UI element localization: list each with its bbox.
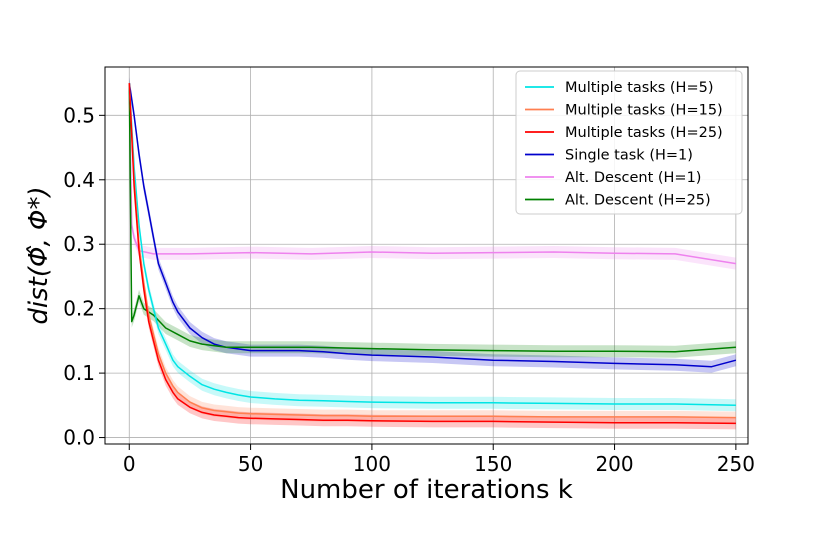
legend-label: Alt. Descent (H=25) — [565, 193, 711, 209]
series-line — [128, 83, 736, 353]
x-tick-label: 200 — [595, 452, 633, 476]
x-tick-label: 100 — [353, 452, 391, 476]
y-axis-label: dist(Φ̂, Φ*) — [24, 186, 54, 324]
y-tick-label: 0.3 — [63, 232, 95, 256]
x-tick-label: 250 — [717, 452, 755, 476]
series-lines — [128, 82, 737, 425]
legend-label: Single task (H=1) — [565, 148, 693, 164]
legend-label: Multiple tasks (H=15) — [565, 103, 723, 119]
series-band — [129, 77, 736, 270]
plot-frame — [104, 66, 749, 445]
series-band — [129, 77, 736, 412]
series-line — [128, 83, 736, 419]
y-tick-label: 0.2 — [63, 297, 95, 321]
legend-label: Multiple tasks (H=25) — [565, 125, 723, 141]
legend: Multiple tasks (H=5) Multiple tasks (H=15… — [515, 70, 743, 215]
series-line — [128, 83, 736, 425]
legend-label: Alt. Descent (H=1) — [565, 170, 701, 186]
x-tick-label: 150 — [474, 452, 512, 476]
y-tick-label: 0.5 — [63, 103, 95, 127]
series-line — [128, 83, 736, 407]
y-tick-label: 0.4 — [63, 168, 95, 192]
legend-label: Multiple tasks (H=5) — [565, 80, 713, 96]
y-tick-label: 0.1 — [63, 361, 95, 385]
axis-ticks: 0 50 100 150 200 250 0.0 0.1 0.2 0.3 0.4 0.5 — [63, 103, 755, 476]
y-tick-label: 0.0 — [63, 426, 95, 450]
x-tick-label: 0 — [123, 452, 136, 476]
legend-box — [515, 70, 743, 215]
series-line — [128, 83, 737, 265]
x-axis-label: Number of iterations k — [280, 475, 573, 505]
x-tick-label: 50 — [238, 452, 263, 476]
series-bands — [129, 77, 736, 430]
